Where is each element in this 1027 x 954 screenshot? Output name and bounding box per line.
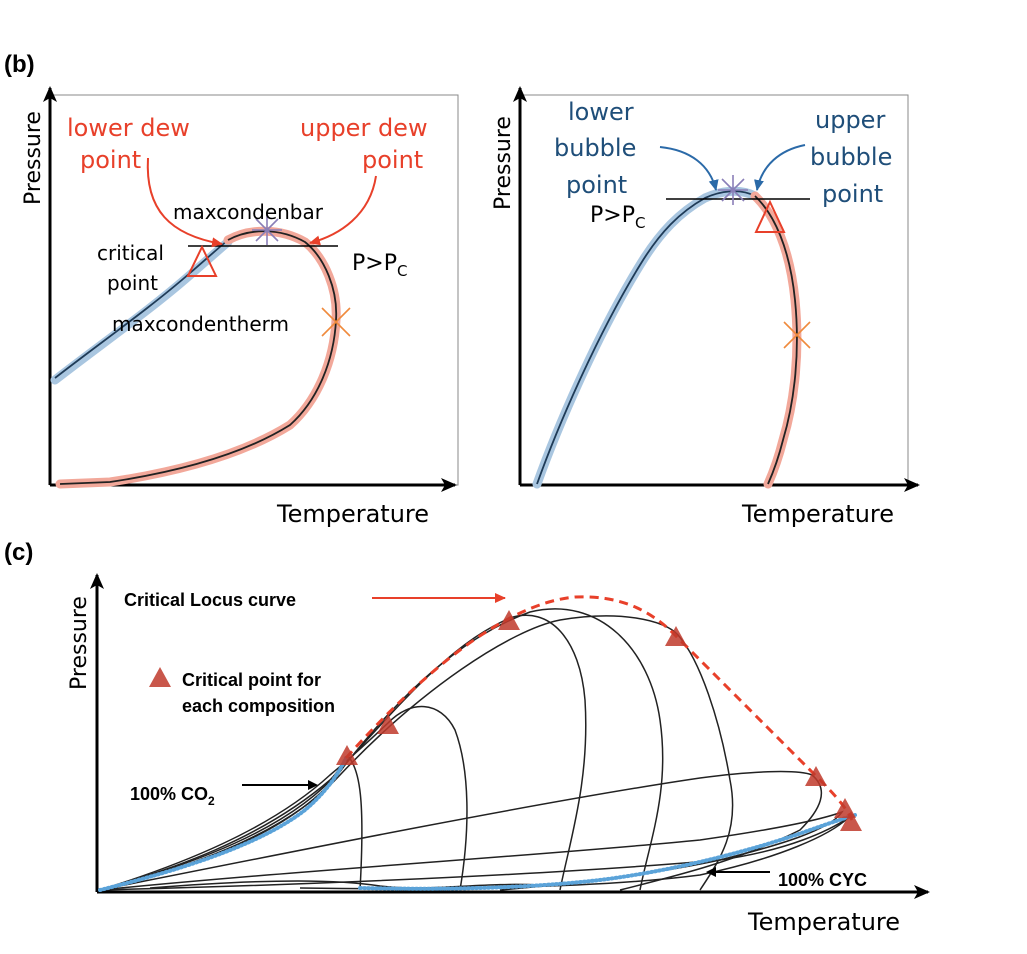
panel-c-critical-locus-label: Critical Locus curve	[124, 590, 296, 610]
panel-b-right-lower-bubble-1: lower	[568, 98, 634, 126]
envelope-4	[99, 608, 664, 891]
panel-b-right-lower-bubble-2: bubble	[554, 134, 636, 162]
panel-b-right-p-gt-pc: P>PC	[590, 203, 645, 232]
panel-b-right-lower-bubble-3: point	[566, 171, 627, 199]
panel-b-left-critical-triangle	[186, 244, 218, 277]
panel-c-legend-line-2: each composition	[182, 696, 335, 716]
panel-b-right-y-label: Pressure	[491, 116, 516, 210]
panel-c-co2-curve-solid	[99, 757, 347, 891]
panel-b-right: Pressure Temperature lower bubble point …	[491, 86, 920, 528]
panel-b-label: (b)	[4, 51, 35, 78]
panel-b-left-lower-dew-arrow	[146, 157, 223, 248]
panel-b-left-maxcondentherm-label: maxcondentherm	[112, 312, 289, 336]
panel-b-left-y-label: Pressure	[21, 111, 46, 205]
panel-b-left-critical-1: critical	[97, 241, 164, 265]
panel-c-x-label: Temperature	[747, 908, 900, 936]
envelope-low	[149, 880, 541, 889]
envelope-1	[99, 754, 363, 891]
critical-point-7	[840, 811, 862, 831]
panel-b-right-cross	[783, 321, 811, 349]
critical-point-5	[805, 766, 827, 786]
panel-c-legend-line-1: Critical point for	[182, 670, 321, 690]
panel-b-right-upper-bubble-arrow	[754, 144, 806, 191]
panel-b-left-p-gt-pc: P>PC	[352, 251, 407, 280]
panel-b-left-bubble-curve	[54, 239, 229, 379]
panel-b-right-bubble-curve	[536, 190, 756, 485]
critical-point-1	[336, 745, 358, 765]
panel-b-left-x-label: Temperature	[276, 500, 429, 528]
panel-b-left-lower-dew-1: lower dew	[67, 114, 190, 142]
panel-b-right-critical-triangle	[754, 199, 786, 233]
panel-c-envelopes	[99, 608, 849, 891]
panel-b-left-dew-curve	[59, 230, 338, 485]
panel-b-right-upper-bubble-3: point	[822, 180, 883, 208]
panel-c-co2-curve	[98, 756, 348, 892]
panel-b-right-upper-bubble-2: bubble	[810, 143, 892, 171]
panel-b-left-lower-dew-2: point	[80, 146, 141, 174]
panel-b-right-dew-curve	[754, 195, 798, 485]
panel-c-label: (c)	[4, 539, 33, 566]
critical-point-2	[377, 714, 399, 734]
panel-c-critical-locus	[344, 595, 854, 821]
panel-c-legend-triangle	[149, 667, 171, 687]
panel-b-left: Pressure Temperature P>PC lower dew poin…	[21, 86, 459, 528]
panel-c-co2-label: 100% CO2	[130, 784, 215, 808]
envelope-5	[99, 615, 734, 891]
panel-b-left-upper-dew-1: upper dew	[300, 114, 428, 142]
critical-point-4	[665, 626, 687, 646]
panel-b-left-maxcondenbar-label: maxcondenbar	[173, 200, 324, 224]
critical-point-3	[498, 610, 520, 630]
panel-b-left-upper-dew-arrow	[309, 175, 377, 246]
panel-b-right-lower-bubble-arrow	[659, 146, 719, 191]
panel-b-right-x-label: Temperature	[741, 500, 894, 528]
panel-b-right-star	[718, 175, 748, 205]
panel-c-cyc-curve-solid	[359, 814, 856, 890]
panel-b-left-upper-dew-2: point	[362, 146, 423, 174]
panel-b-left-critical-2: point	[107, 271, 158, 295]
panel-b-left-maxcondentherm-cross	[321, 307, 351, 337]
panel-c-cyc-label: 100% CYC	[778, 870, 867, 890]
panel-b-left-maxcondenbar-star	[252, 215, 282, 245]
panel-b-left-bubble-band	[50, 237, 233, 385]
panel-c-y-label: Pressure	[67, 596, 92, 690]
panel-c: Pressure Temperature	[67, 573, 930, 936]
panel-b-right-bubble-band	[532, 186, 760, 489]
panel-c-critical-points	[336, 610, 862, 831]
panel-b-right-dew-band	[750, 191, 802, 489]
panel-b-right-upper-bubble-1: upper	[815, 106, 885, 134]
